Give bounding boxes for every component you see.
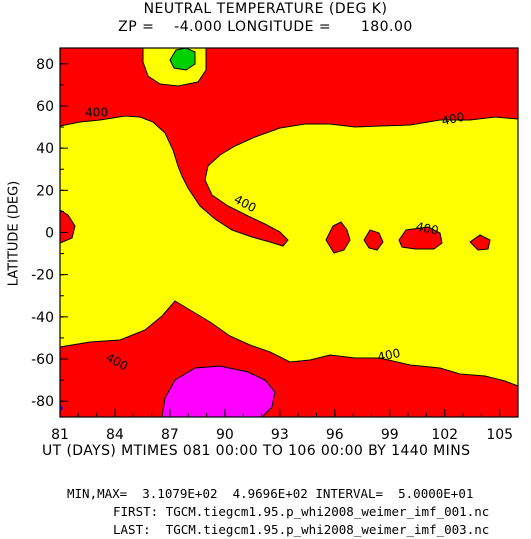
y-tick-label: -20: [31, 268, 54, 284]
y-tick-label: -80: [31, 394, 54, 410]
region-max: [169, 47, 196, 71]
plot-area: [59, 47, 519, 418]
y-ticks: 80 60 40 20 0 -20 -40 -60 -80: [31, 57, 68, 410]
contour-label: 400: [85, 106, 108, 120]
x-tick-label: 84: [106, 427, 124, 443]
footer-last-file: LAST: TGCM.tiegcm1.95.p_whi2008_weimer_i…: [113, 522, 490, 537]
x-tick-label: 96: [326, 427, 344, 443]
region-below-400-pocket-2: [363, 229, 384, 251]
contour-label: 400: [415, 219, 440, 237]
region-above-400-main: [59, 115, 519, 387]
y-axis-label: LATITUDE (DEG): [6, 180, 22, 287]
y-tick-label: 60: [36, 99, 54, 115]
chart-title: NEUTRAL TEMPERATURE (DEG K): [143, 1, 388, 17]
y-tick-label: 40: [36, 141, 54, 157]
x-tick-label: 105: [486, 427, 513, 443]
x-tick-label: 81: [51, 427, 69, 443]
x-tick-label: 99: [381, 427, 399, 443]
x-ticks: 81 84 87 90 93 96 99 102 105: [51, 409, 519, 443]
region-min: [161, 365, 276, 418]
y-tick-label: 0: [45, 226, 54, 242]
region-tiny-blue: [60, 404, 63, 412]
x-tick-label: 102: [431, 427, 458, 443]
footer-first-file: FIRST: TGCM.tiegcm1.95.p_whi2008_weimer_…: [113, 504, 490, 519]
region-below-400-pocket-3: [398, 226, 443, 250]
region-below-400-pocket-1: [325, 221, 351, 254]
y-tick-label: -60: [31, 352, 54, 368]
x-tick-label: 93: [271, 427, 289, 443]
region-below-400-pocket-4: [469, 234, 491, 251]
y-tick-label: -40: [31, 310, 54, 326]
chart-subtitle: ZP = -4.000 LONGITUDE = 180.00: [118, 19, 413, 35]
x-tick-label: 87: [161, 427, 179, 443]
x-tick-label: 90: [216, 427, 234, 443]
x-axis-label: UT (DAYS) MTIMES 081 00:00 TO 106 00:00 …: [42, 443, 471, 459]
contour-label: 400: [376, 346, 401, 364]
y-tick-label: 80: [36, 57, 54, 73]
contour-label: 400: [440, 110, 465, 128]
footer-minmax: MIN,MAX= 3.1079E+02 4.9696E+02 INTERVAL=…: [67, 486, 474, 501]
y-tick-label: 20: [36, 183, 54, 199]
